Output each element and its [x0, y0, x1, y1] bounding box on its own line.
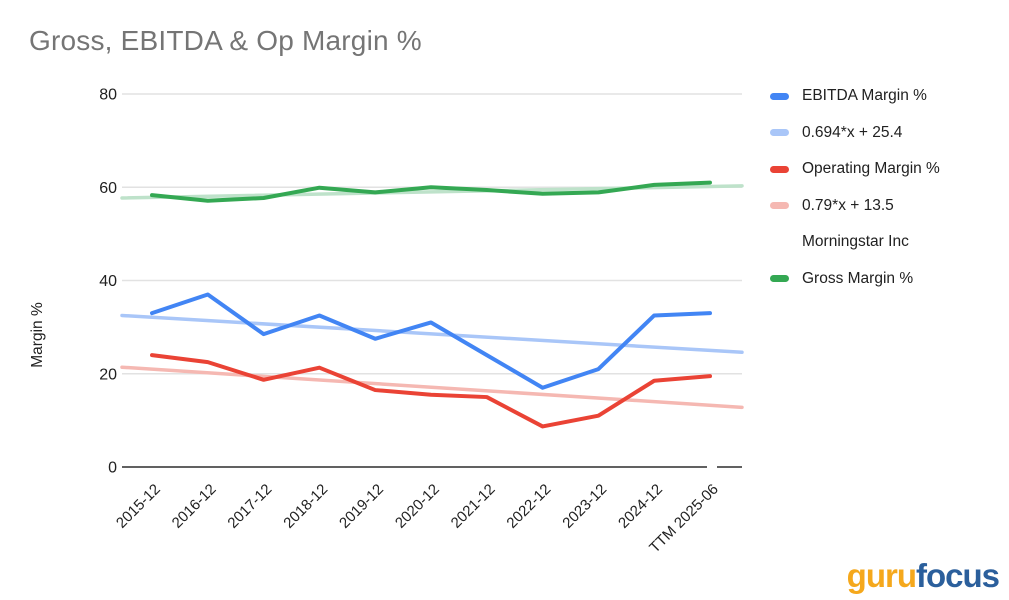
gross-margin--line[interactable]	[150, 180, 712, 203]
operating-margin--line[interactable]	[150, 353, 712, 429]
chart-legend: EBITDA Margin % 0.694*x + 25.4 Operating M…	[770, 85, 940, 304]
legend-label: Operating Margin %	[802, 160, 940, 177]
gurufocus-logo-focus: focus	[915, 557, 1000, 594]
x-tick-label: 2020-12	[392, 481, 443, 532]
y-tick-label-20: 20	[99, 366, 117, 383]
legend-item-operating-margin-[interactable]: Operating Margin %	[770, 158, 940, 180]
legend-swatch	[770, 275, 789, 282]
trendline-operating-margin-	[120, 365, 744, 410]
legend-item-ebitda-margin-[interactable]: EBITDA Margin %	[770, 85, 940, 107]
y-tick-label-60: 60	[99, 180, 117, 197]
y-axis-title: Margin %	[29, 302, 46, 368]
legend-swatch	[770, 202, 789, 209]
x-tick-label: 2024-12	[615, 481, 666, 532]
legend-item-morningstar-inc: Morningstar Inc	[770, 231, 940, 253]
legend-label: Morningstar Inc	[802, 233, 909, 250]
y-tick-label-0: 0	[108, 460, 117, 477]
x-tick-label: 2021-12	[448, 481, 499, 532]
x-tick-label: 2022-12	[503, 481, 554, 532]
legend-item-0-79-x-13-5[interactable]: 0.79*x + 13.5	[770, 195, 940, 217]
x-tick-label: 2018-12	[280, 481, 331, 532]
legend-item-gross-margin-[interactable]: Gross Margin %	[770, 268, 940, 290]
legend-item-0-694-x-25-4[interactable]: 0.694*x + 25.4	[770, 122, 940, 144]
gurufocus-logo[interactable]: gurufocus	[846, 557, 1000, 594]
legend-swatch	[770, 92, 789, 100]
x-tick-label: 2016-12	[169, 481, 220, 532]
trendline-ebitda-margin-	[120, 313, 744, 355]
legend-swatch	[770, 129, 789, 136]
y-tick-label-40: 40	[99, 273, 117, 290]
legend-label: EBITDA Margin %	[802, 87, 927, 104]
x-tick-label: 2023-12	[559, 481, 610, 532]
legend-label: Gross Margin %	[802, 269, 914, 287]
x-tick-label: 2015-12	[113, 481, 164, 532]
legend-label: 0.694*x + 25.4	[802, 123, 903, 141]
legend-label: 0.79*x + 13.5	[802, 196, 894, 214]
gurufocus-logo-guru: guru	[846, 557, 917, 594]
x-tick-label: 2017-12	[224, 481, 275, 532]
chart-title: Gross, EBITDA & Op Margin %	[29, 25, 422, 56]
legend-swatch	[770, 165, 789, 173]
ebitda-margin--line[interactable]	[150, 292, 712, 390]
x-tick-label: 2019-12	[336, 481, 387, 532]
y-tick-label-80: 80	[99, 87, 117, 104]
